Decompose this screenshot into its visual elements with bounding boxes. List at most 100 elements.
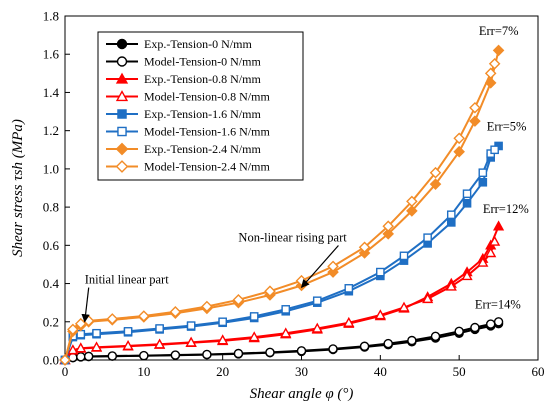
data-point-marker xyxy=(492,220,505,231)
data-point-marker xyxy=(445,280,457,291)
legend-label: Exp.-Tension-0.8 N/mm xyxy=(144,72,261,86)
data-point-marker xyxy=(59,354,71,366)
data-point-marker xyxy=(382,220,395,233)
data-point-marker xyxy=(462,198,472,208)
data-point-marker xyxy=(249,312,259,321)
y-tick-label: 0.8 xyxy=(43,200,59,215)
legend: Exp.-Tension-0 N/mm Model-Tension-0 N/mm E… xyxy=(97,31,304,181)
legend-entry: Exp.-Tension-1.6 N/mm xyxy=(106,107,261,121)
data-point-marker xyxy=(492,44,505,57)
y-tick-label: 0.6 xyxy=(43,238,60,253)
data-point-marker xyxy=(399,251,409,261)
y-tick-label: 0.4 xyxy=(43,276,60,291)
data-point-marker xyxy=(75,342,87,353)
data-point-marker xyxy=(327,260,339,273)
y-tick-label: 1.0 xyxy=(43,161,59,176)
data-point-marker xyxy=(264,285,276,297)
annotation-text: Err=14% xyxy=(475,297,521,311)
data-point-marker xyxy=(382,228,395,240)
data-point-marker xyxy=(484,67,497,80)
data-point-marker xyxy=(429,166,442,179)
data-point-marker xyxy=(398,301,410,312)
legend-entry: Model-Tension-1.6 N/mm xyxy=(106,125,270,139)
data-point-marker xyxy=(344,284,354,293)
data-point-marker xyxy=(122,340,134,351)
legend-label: Model-Tension-0.8 N/mm xyxy=(144,90,270,104)
data-point-marker xyxy=(328,344,338,354)
data-point-marker xyxy=(154,338,166,349)
legend-entry: Exp.-Tension-2.4 N/mm xyxy=(106,142,261,156)
annotation-text: Err=5% xyxy=(487,120,527,134)
data-point-marker xyxy=(248,331,260,342)
data-point-marker xyxy=(67,323,79,336)
data-point-marker xyxy=(430,331,441,342)
data-point-marker xyxy=(296,346,307,356)
data-point-marker xyxy=(202,349,212,360)
data-point-marker xyxy=(117,126,127,137)
legend-label: Exp.-Tension-1.6 N/mm xyxy=(144,107,261,121)
data-point-marker xyxy=(169,306,182,318)
annotation-text: Err=7% xyxy=(479,24,519,38)
y-tick-label: 0.0 xyxy=(43,353,59,368)
annotation-arrow xyxy=(300,245,339,289)
data-point-marker xyxy=(115,160,129,173)
data-point-marker xyxy=(406,195,418,208)
data-point-marker xyxy=(478,177,488,187)
series-layer xyxy=(59,44,505,366)
data-point-marker xyxy=(115,90,129,102)
data-point-marker xyxy=(92,328,101,338)
annotations: Err=7% Err=5% Err=12% Err=14% Non-linear ris… xyxy=(81,24,529,323)
data-point-marker xyxy=(407,335,417,346)
data-point-marker xyxy=(359,341,370,351)
data-point-marker xyxy=(232,294,245,306)
data-point-marker xyxy=(107,351,118,361)
data-point-marker xyxy=(186,321,196,330)
annotation-text: Non-linear rising part xyxy=(238,231,347,245)
data-point-marker xyxy=(374,309,386,320)
data-point-marker xyxy=(376,267,385,277)
data-point-marker xyxy=(265,347,275,358)
legend-box xyxy=(97,31,304,181)
x-tick-label: 30 xyxy=(295,364,308,379)
data-point-marker xyxy=(116,38,128,50)
data-point-marker xyxy=(478,168,488,178)
data-point-marker xyxy=(218,317,227,327)
y-tick-label: 1.6 xyxy=(43,47,60,62)
data-point-marker xyxy=(488,57,501,70)
data-point-marker xyxy=(90,341,103,352)
data-point-marker xyxy=(490,145,499,155)
data-point-marker xyxy=(233,348,244,359)
data-point-marker xyxy=(493,317,504,327)
legend-label: Model-Tension-2.4 N/mm xyxy=(144,160,270,174)
data-point-marker xyxy=(462,189,472,199)
data-point-marker xyxy=(454,326,464,337)
y-tick-label: 0.2 xyxy=(43,314,59,329)
legend-entry: Model-Tension-2.4 N/mm xyxy=(106,160,270,174)
data-point-marker xyxy=(446,210,456,220)
data-point-marker xyxy=(477,256,489,267)
data-point-marker xyxy=(123,327,133,336)
data-point-marker xyxy=(117,109,127,119)
data-point-marker xyxy=(470,322,480,333)
x-tick-label: 50 xyxy=(453,364,466,379)
data-point-marker xyxy=(486,319,496,329)
data-point-marker xyxy=(358,241,371,254)
y-tick-label: 1.2 xyxy=(43,123,59,138)
data-point-marker xyxy=(170,350,181,360)
x-tick-label: 40 xyxy=(374,364,387,379)
data-point-marker xyxy=(106,313,119,325)
data-point-marker xyxy=(67,344,79,355)
data-point-marker xyxy=(383,338,393,349)
series-1 xyxy=(60,317,504,365)
data-point-marker xyxy=(489,235,501,246)
data-point-marker xyxy=(406,205,418,217)
data-point-marker xyxy=(453,132,465,145)
annotation-arrow xyxy=(81,287,90,323)
series-5 xyxy=(60,145,499,365)
legend-label: Exp.-Tension-2.4 N/mm xyxy=(144,142,261,156)
x-tick-label: 20 xyxy=(216,364,229,379)
data-point-marker xyxy=(138,310,150,322)
series-3 xyxy=(59,235,501,365)
data-point-marker xyxy=(116,56,128,67)
y-tick-label: 1.4 xyxy=(43,85,60,100)
